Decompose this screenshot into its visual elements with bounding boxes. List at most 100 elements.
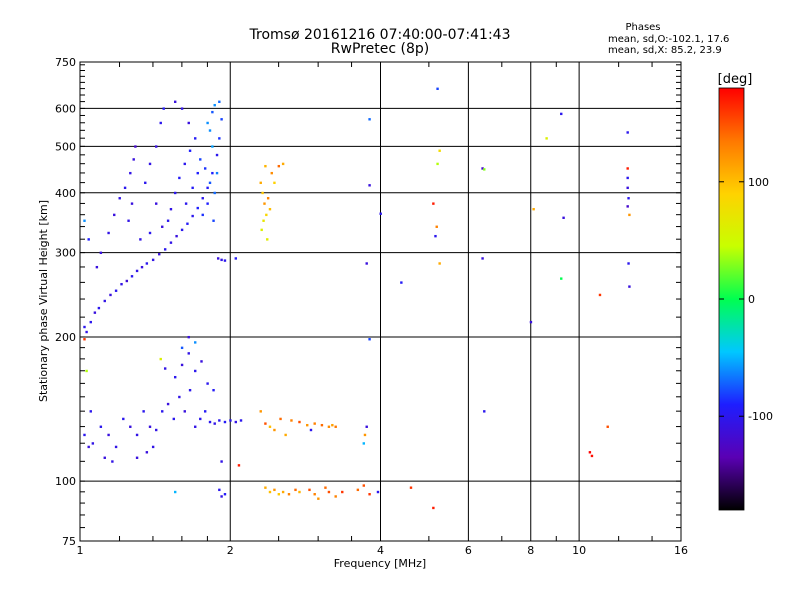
data-point: [83, 325, 86, 329]
x-tick-label: 8: [527, 544, 534, 557]
y-tick-label: 75: [62, 535, 76, 548]
colorbar-tick-label: 100: [748, 176, 769, 189]
data-point: [180, 346, 184, 350]
data-point: [161, 410, 164, 413]
data-point: [215, 153, 219, 157]
data-point: [148, 162, 152, 166]
stats-heading: Phases: [625, 22, 660, 33]
y-tick-labels: 75 100 200 300 400 500 600 750: [55, 56, 76, 548]
data-point: [434, 234, 437, 238]
data-point: [220, 258, 223, 262]
data-point: [159, 357, 162, 361]
data-point: [239, 419, 243, 422]
data-point: [277, 493, 281, 496]
data-point: [368, 184, 371, 187]
data-point: [85, 330, 88, 334]
data-point: [203, 167, 207, 170]
data-point: [166, 219, 170, 222]
data-point: [172, 417, 175, 421]
data-point: [91, 442, 95, 445]
data-point: [262, 219, 265, 222]
data-point: [268, 425, 272, 428]
data-point: [135, 269, 139, 273]
data-point: [200, 360, 203, 363]
data-point: [163, 367, 167, 370]
gridlines: [80, 62, 681, 541]
data-point: [223, 420, 227, 424]
data-point: [129, 425, 132, 428]
data-point: [127, 219, 130, 222]
data-point: [211, 145, 214, 148]
data-point: [432, 506, 435, 510]
data-point: [483, 410, 486, 413]
data-point: [191, 186, 194, 190]
data-point: [266, 197, 270, 200]
data-point: [435, 225, 438, 228]
data-point: [309, 428, 313, 432]
data-point: [158, 253, 161, 256]
data-point: [216, 257, 220, 260]
y-tick-label: 200: [55, 331, 76, 344]
data-point: [85, 369, 88, 373]
data-point: [212, 219, 215, 222]
y-tick-label: 500: [55, 140, 76, 153]
data-point: [144, 181, 147, 185]
data-point: [317, 497, 320, 500]
data-point: [211, 110, 214, 114]
data-point: [212, 388, 215, 392]
data-point: [324, 486, 327, 489]
data-point: [130, 202, 134, 205]
data-point: [183, 162, 186, 166]
data-point: [368, 338, 371, 341]
data-point: [481, 167, 484, 170]
data-point: [268, 490, 272, 494]
x-tick-labels: 1 2 4 6 8 10 16: [77, 544, 689, 557]
data-point: [199, 417, 202, 421]
data-point: [363, 433, 367, 437]
data-point: [273, 181, 276, 185]
data-point: [562, 216, 565, 219]
data-point: [173, 490, 177, 494]
data-point: [273, 428, 276, 432]
data-point: [191, 214, 194, 218]
colorbar-ticks: 100 0 -100: [719, 176, 773, 423]
data-point: [166, 402, 170, 406]
colorbar-label: [deg]: [718, 72, 753, 87]
data-point: [436, 87, 439, 90]
data-point: [237, 464, 241, 467]
data-point: [281, 162, 285, 166]
data-point: [281, 490, 285, 494]
data-point: [114, 445, 118, 449]
data-point: [132, 158, 135, 161]
data-point: [590, 454, 594, 458]
data-point: [178, 395, 181, 399]
data-point: [341, 490, 344, 494]
data-point: [201, 213, 204, 217]
data-point: [109, 293, 112, 297]
data-point: [83, 219, 86, 222]
data-point: [180, 107, 184, 110]
x-tick-label: 4: [377, 544, 384, 557]
data-point: [331, 423, 334, 427]
data-point: [438, 262, 441, 265]
data-point: [145, 262, 149, 265]
data-point: [194, 369, 197, 373]
data-point: [161, 225, 164, 228]
data-point: [362, 442, 366, 445]
data-point: [626, 167, 629, 170]
data-point: [159, 121, 162, 125]
data-point: [368, 118, 371, 121]
data-point: [481, 257, 484, 260]
data-point: [155, 145, 158, 148]
data-point: [218, 137, 221, 140]
data-point: [261, 191, 264, 195]
data-point: [234, 420, 238, 424]
data-point: [264, 164, 267, 168]
data-point: [279, 417, 282, 421]
x-tick-label: 1: [77, 544, 84, 557]
data-point: [93, 311, 97, 314]
data-point: [400, 281, 403, 284]
data-point: [229, 419, 232, 422]
data-point: [273, 488, 276, 492]
